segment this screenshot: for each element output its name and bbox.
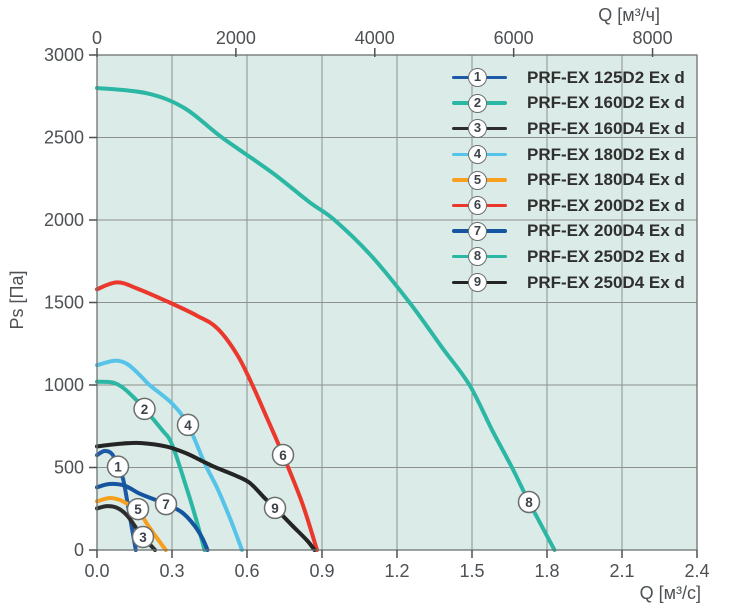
curve-badge-4: 4 [176,413,200,437]
badge-circle [517,490,541,514]
legend-number-badge: 3 [468,119,487,139]
badge-number: 8 [525,495,533,510]
bottom-tick-label: 2.1 [609,561,634,581]
bottom-tick-label: 2.4 [684,561,709,581]
legend-label: PRF-EX 200D2 Ex d [527,195,685,215]
legend-label: PRF-EX 200D4 Ex d [527,221,685,241]
legend-swatch: 1 [452,68,507,88]
axis-ticks [89,48,698,558]
badge-number: 1 [114,460,122,475]
top-tick-label: 8000 [633,28,673,48]
legend-label: PRF-EX 180D2 Ex d [527,144,685,164]
badge-circle [131,525,155,549]
curve-badge-1: 1 [106,455,130,478]
left-tick-label: 2500 [44,128,84,148]
left-tick-label: 0 [74,540,84,560]
badge-number: 6 [279,448,287,463]
legend-item-2: 2 PRF-EX 160D2 Ex d [447,91,685,117]
legend-label: PRF-EX 180D4 Ex d [527,170,685,190]
legend-swatch: 5 [452,170,507,190]
legend-label: PRF-EX 160D4 Ex d [527,118,685,138]
legend-item-4: 4 PRF-EX 180D2 Ex d [447,142,685,168]
top-axis-title: Q [м³/ч] [598,5,660,25]
legend-label: PRF-EX 125D2 Ex d [527,67,685,87]
legend-swatch: 9 [452,273,507,293]
badge-circle [176,413,200,437]
badge-circle [263,496,287,520]
legend-number-badge: 4 [468,145,487,165]
legend-number-badge: 9 [468,273,487,293]
bottom-tick-label: 0.6 [234,561,259,581]
badge-number: 3 [139,530,147,545]
left-tick-label: 3000 [44,45,84,65]
top-tick-label: 2000 [216,28,256,48]
bottom-tick-label: 0.3 [159,561,184,581]
legend-item-5: 5 PRF-EX 180D4 Ex d [447,167,685,193]
curve-badges: 1 2 3 4 5 6 7 8 9 [106,397,541,549]
legend-item-6: 6 PRF-EX 200D2 Ex d [447,193,685,219]
legend-number-badge: 1 [468,68,487,88]
badge-number: 2 [141,402,149,417]
legend-swatch: 8 [452,247,507,267]
curve-badge-8: 8 [517,490,541,514]
bottom-axis-title: Q [м³/с] [639,583,701,603]
chart-legend: 1 PRF-EX 125D2 Ex d 2 PRF-EX 160D2 Ex d 3 PRF… [447,65,685,295]
curve-badge-3: 3 [131,525,155,549]
badge-circle [133,397,156,421]
legend-swatch: 2 [452,93,507,113]
legend-swatch: 3 [452,119,507,139]
left-tick-label: 500 [54,458,84,478]
top-tick-label: 4000 [355,28,395,48]
curve-badge-9: 9 [263,496,287,520]
bottom-tick-label: 1.5 [459,561,484,581]
legend-item-9: 9 PRF-EX 250D4 Ex d [447,270,685,296]
legend-number-badge: 8 [468,247,487,267]
curve-4 [95,358,244,552]
badge-circle [271,443,295,467]
legend-number-badge: 7 [468,221,487,241]
bottom-tick-label: 1.8 [534,561,559,581]
curve-9 [95,440,317,552]
legend-swatch: 4 [452,145,507,165]
badge-number: 4 [184,418,192,433]
legend-item-1: 1 PRF-EX 125D2 Ex d [447,65,685,91]
badge-number: 9 [271,501,279,516]
legend-swatch: 7 [452,221,507,241]
curve-badge-7: 7 [154,492,178,516]
curve-8 [95,86,557,552]
badge-number: 5 [134,502,142,517]
curve-badge-2: 2 [133,397,156,421]
bottom-tick-label: 1.2 [384,561,409,581]
tick-labels: 0 2000 4000 6000 8000 0.0 0.3 0.6 0.9 1.2 1.5 1.8 2.… [44,28,710,581]
curve-badge-6: 6 [271,443,295,467]
legend-item-3: 3 PRF-EX 160D4 Ex d [447,116,685,142]
legend-number-badge: 6 [468,196,487,216]
badge-circle [126,497,150,521]
curve-badge-5: 5 [126,497,150,521]
bottom-tick-label: 0.0 [84,561,109,581]
badge-circle [154,492,178,516]
left-tick-label: 2000 [44,210,84,230]
curve-2 [95,379,207,552]
badge-circle [106,455,130,478]
legend-item-7: 7 PRF-EX 200D4 Ex d [447,219,685,245]
bottom-tick-label: 0.9 [309,561,334,581]
left-tick-label: 1000 [44,375,84,395]
legend-label: PRF-EX 250D2 Ex d [527,246,685,266]
legend-label: PRF-EX 250D4 Ex d [527,272,685,292]
left-axis-title: Ps [Па] [7,270,27,330]
legend-number-badge: 5 [468,170,487,190]
legend-item-8: 8 PRF-EX 250D2 Ex d [447,244,685,270]
top-tick-label: 6000 [494,28,534,48]
legend-swatch: 6 [452,196,507,216]
badge-number: 7 [162,497,170,512]
left-tick-label: 1500 [44,293,84,313]
legend-number-badge: 2 [468,93,487,113]
top-tick-label: 0 [92,28,102,48]
legend-label: PRF-EX 160D2 Ex d [527,93,685,113]
